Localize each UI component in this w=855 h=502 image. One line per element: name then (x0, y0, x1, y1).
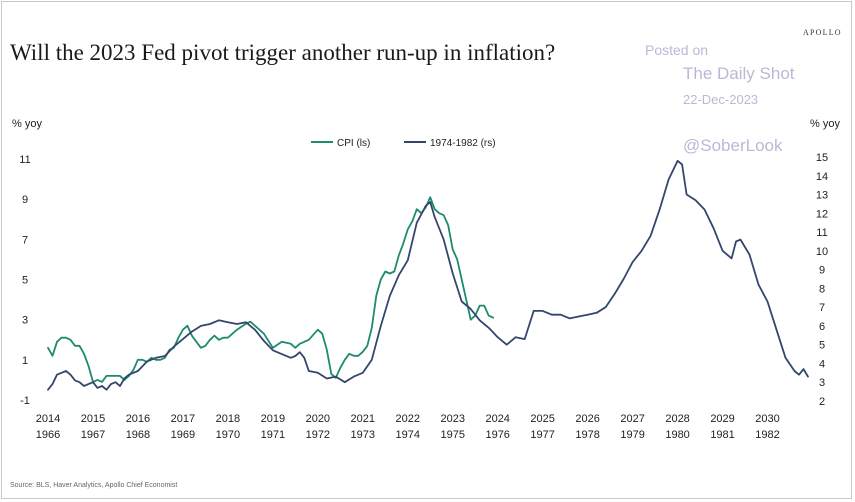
y-tick-right: 5 (819, 340, 825, 352)
source-note: Source: BLS, Haver Analytics, Apollo Chi… (10, 482, 178, 489)
y-tick-right: 6 (819, 321, 825, 333)
watermark-posted-on: Posted on (645, 42, 709, 58)
y-tick-right: 15 (816, 152, 828, 164)
x-tick-bottom: 1980 (665, 429, 689, 441)
y-tick-right: 7 (819, 302, 825, 314)
x-tick-top: 2022 (396, 413, 420, 425)
x-tick-top: 2018 (216, 413, 240, 425)
x-tick-bottom: 1970 (216, 429, 240, 441)
chart-title: Will the 2023 Fed pivot trigger another … (10, 40, 556, 65)
y-tick-left: 9 (22, 194, 28, 206)
x-tick-bottom: 1981 (710, 429, 734, 441)
y-tick-left: 5 (22, 275, 28, 287)
y-tick-right: 10 (816, 246, 828, 258)
x-tick-bottom: 1966 (36, 429, 60, 441)
x-tick-top: 2020 (306, 413, 330, 425)
x-tick-top: 2016 (126, 413, 150, 425)
x-tick-top: 2019 (261, 413, 285, 425)
y-tick-right: 4 (819, 358, 825, 370)
x-tick-bottom: 1973 (351, 429, 375, 441)
y-tick-right: 8 (819, 283, 825, 295)
y-tick-right: 14 (816, 171, 828, 183)
x-tick-top: 2030 (755, 413, 779, 425)
x-tick-top: 2015 (81, 413, 105, 425)
series-line (47, 159, 809, 391)
x-tick-top: 2029 (710, 413, 734, 425)
y-axis-label-right: % yoy (810, 118, 840, 130)
y-axis-label-left: % yoy (12, 118, 42, 130)
x-tick-bottom: 1974 (396, 429, 420, 441)
y-tick-right: 9 (819, 265, 825, 277)
x-tick-bottom: 1977 (530, 429, 554, 441)
x-tick-top: 2026 (575, 413, 599, 425)
series-line (47, 196, 495, 383)
legend-label: CPI (ls) (337, 138, 370, 149)
watermark-site: The Daily Shot (683, 64, 795, 83)
x-tick-bottom: 1976 (485, 429, 509, 441)
x-tick-top: 2025 (530, 413, 554, 425)
y-tick-left: 11 (19, 154, 30, 166)
watermark-handle: @SoberLook (683, 136, 783, 155)
x-tick-top: 2028 (665, 413, 689, 425)
y-tick-right: 3 (819, 377, 825, 389)
x-tick-bottom: 1979 (620, 429, 644, 441)
x-tick-top: 2027 (620, 413, 644, 425)
brand-logo: APOLLO (803, 28, 842, 37)
y-tick-left: -1 (20, 395, 30, 407)
x-tick-top: 2023 (440, 413, 464, 425)
x-tick-bottom: 1978 (575, 429, 599, 441)
y-tick-right: 13 (816, 190, 828, 202)
y-tick-right: 12 (816, 208, 828, 220)
x-tick-top: 2017 (171, 413, 195, 425)
y-tick-left: 3 (22, 315, 28, 327)
legend-label: 1974-1982 (rs) (430, 138, 496, 149)
watermark-date: 22-Dec-2023 (683, 92, 759, 107)
x-tick-bottom: 1971 (261, 429, 285, 441)
y-tick-right: 11 (816, 227, 827, 239)
x-tick-bottom: 1968 (126, 429, 150, 441)
x-tick-bottom: 1969 (171, 429, 195, 441)
x-tick-top: 2014 (36, 413, 60, 425)
y-tick-left: 1 (22, 355, 28, 367)
x-tick-top: 2024 (485, 413, 509, 425)
y-tick-left: 7 (22, 234, 28, 246)
x-tick-bottom: 1975 (440, 429, 464, 441)
x-tick-bottom: 1972 (306, 429, 330, 441)
x-tick-bottom: 1967 (81, 429, 105, 441)
y-tick-right: 2 (819, 396, 825, 408)
x-tick-bottom: 1982 (755, 429, 779, 441)
x-tick-top: 2021 (351, 413, 375, 425)
